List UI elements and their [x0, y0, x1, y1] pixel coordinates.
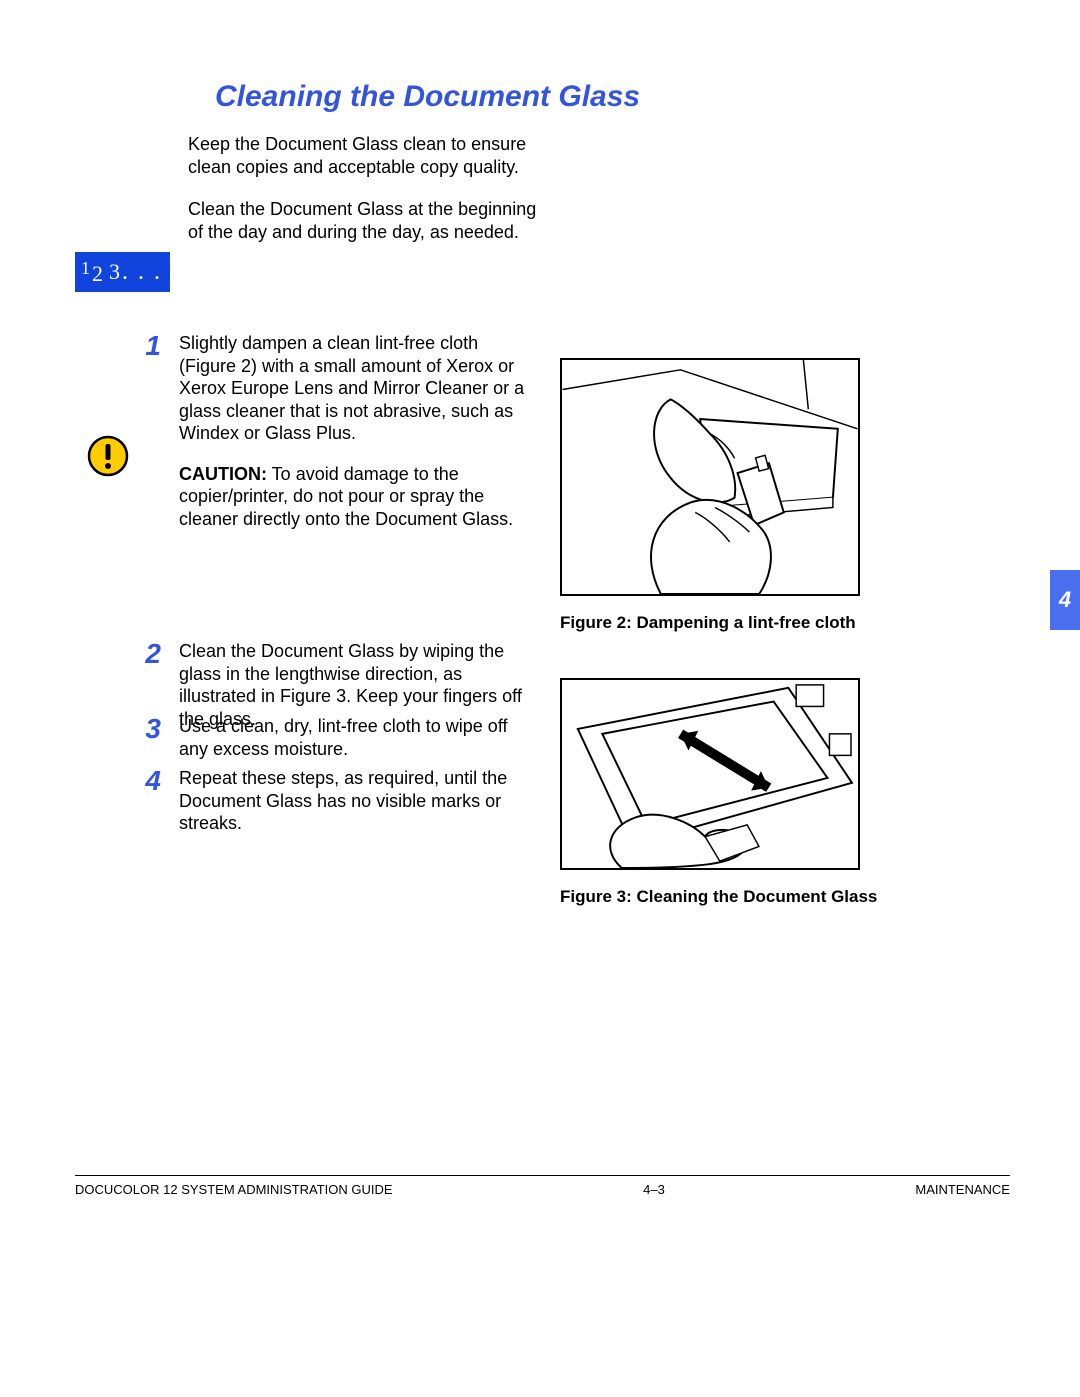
intro-paragraph-2: Clean the Document Glass at the beginnin… [188, 198, 548, 245]
footer-left: DOCUCOLOR 12 SYSTEM ADMINISTRATION GUIDE [75, 1182, 393, 1197]
figure-2 [560, 358, 860, 596]
footer-center: 4–3 [643, 1182, 665, 1197]
step-1-body: Slightly dampen a clean lint-free cloth … [179, 332, 539, 548]
page-title: Cleaning the Document Glass [215, 80, 640, 114]
chapter-tab: 4 [1050, 570, 1080, 630]
badge-digit-2: 2 [92, 261, 103, 287]
step-3-text: Use a clean, dry, lint-free cloth to wip… [179, 715, 539, 760]
figure-3 [560, 678, 860, 870]
step-4: 4 Repeat these steps, as required, until… [124, 767, 539, 853]
footer-right: MAINTENANCE [915, 1182, 1010, 1197]
intro-paragraph-1: Keep the Document Glass clean to ensure … [188, 133, 548, 180]
step-1-text: Slightly dampen a clean lint-free cloth … [179, 332, 539, 445]
figure-3-illustration [562, 680, 858, 868]
badge-dots: . . . [122, 259, 162, 286]
caution-label: CAUTION: [179, 464, 267, 484]
figure-2-illustration [562, 360, 858, 594]
step-2-number: 2 [124, 640, 179, 668]
step-1-caution: CAUTION: To avoid damage to the copier/p… [179, 463, 539, 531]
badge-digit-1: 1 [81, 258, 90, 279]
step-1-number: 1 [124, 332, 179, 360]
badge-digit-3: 3 [109, 259, 120, 285]
steps-badge: 1 2 3 . . . [75, 252, 170, 292]
page-footer: DOCUCOLOR 12 SYSTEM ADMINISTRATION GUIDE… [75, 1175, 1010, 1197]
step-3-number: 3 [124, 715, 179, 743]
step-4-number: 4 [124, 767, 179, 795]
intro-block: Keep the Document Glass clean to ensure … [188, 133, 548, 263]
step-4-body: Repeat these steps, as required, until t… [179, 767, 539, 853]
step-1: 1 Slightly dampen a clean lint-free clot… [124, 332, 539, 548]
figure-2-caption: Figure 2: Dampening a lint-free cloth [560, 613, 856, 633]
step-4-text: Repeat these steps, as required, until t… [179, 767, 539, 835]
caution-icon [87, 435, 129, 477]
figure-3-caption: Figure 3: Cleaning the Document Glass [560, 887, 877, 907]
